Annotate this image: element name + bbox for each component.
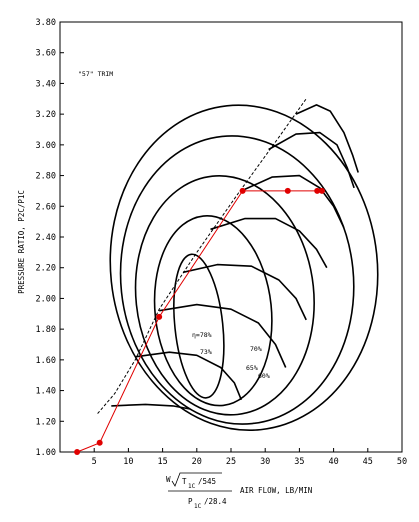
speed-line [111,403,191,410]
x-tick-label: 10 [123,457,133,467]
y-tick-label: 2.40 [36,233,56,243]
speed-line [159,303,287,368]
trim-annotation: "57" TRIM [78,70,113,78]
x-axis-ticks: 5 10 15 20 25 30 35 40 45 50 [92,448,407,467]
operating-line-series [74,187,325,455]
x-tick-label: 45 [363,457,373,467]
speed-line [268,131,355,189]
y-tick-label: 1.00 [36,448,56,458]
y-tick-label: 3.60 [36,49,56,59]
x-formula-numerator-w: W [166,475,171,484]
x-axis-label: W T 1C /545 P 1C /28.4 AIR FLOW, LB/MIN [166,472,312,510]
efficiency-island [153,215,273,407]
x-tick-label: 35 [294,457,304,467]
x-formula-root-t: T [182,477,187,486]
efficiency-island [173,253,225,399]
x-tick-label: 15 [157,457,167,467]
operating-point [314,187,321,194]
operating-line [76,190,322,453]
x-formula-denominator-sub: 1C [194,503,202,510]
efficiency-islands [109,104,379,432]
eff-label-70: 70% [250,345,262,353]
x-formula-root-tail: /545 [198,477,216,486]
speed-line [240,174,345,229]
operating-point [156,313,163,320]
y-tick-label: 2.80 [36,172,56,182]
operating-point [239,187,246,194]
x-tick-label: 30 [260,457,270,467]
y-tick-label: 1.60 [36,356,56,366]
x-tick-label: 50 [397,457,407,467]
eff-label-78: η=78% [192,331,212,339]
x-tick-label: 25 [226,457,236,467]
operating-point [74,449,81,455]
y-tick-label: 2.20 [36,264,56,274]
y-tick-label: 1.80 [36,325,56,335]
y-axis-ticks: 1.00 1.20 1.40 1.60 1.80 2.00 2.20 2.40 2.60 2.80… [36,18,64,458]
speed-lines [111,104,359,410]
x-tick-label: 5 [92,457,97,467]
eff-label-60: 60% [258,372,270,380]
operating-point [96,439,103,446]
x-formula-denominator-p: P [188,497,193,506]
x-formula-root-sign [171,472,222,487]
y-axis-label: PRESSURE RATIO, P2C/P1C [17,190,26,294]
operating-point [318,187,325,194]
efficiency-island [109,104,379,432]
x-formula-root-sub: 1C [188,483,196,490]
speed-line [295,104,359,173]
surge-line [97,98,307,414]
y-tick-label: 2.60 [36,202,56,212]
y-tick-label: 3.80 [36,18,56,28]
x-axis-label-text: AIR FLOW, LB/MIN [240,486,312,495]
eff-label-73: 73% [200,348,212,356]
speed-line [210,217,328,269]
efficiency-island [119,135,355,425]
y-tick-label: 3.00 [36,141,56,151]
y-tick-label: 1.40 [36,387,56,397]
eff-label-65: 65% [246,364,258,372]
speed-line [182,263,307,321]
x-formula-denominator-tail: /28.4 [204,497,227,506]
x-tick-label: 40 [328,457,338,467]
x-tick-label: 20 [192,457,202,467]
y-tick-label: 3.20 [36,110,56,120]
operating-point [284,187,291,194]
y-tick-label: 2.00 [36,294,56,304]
y-tick-label: 1.20 [36,417,56,427]
y-tick-label: 3.40 [36,79,56,89]
speed-line [135,351,243,401]
efficiency-island [134,175,315,416]
